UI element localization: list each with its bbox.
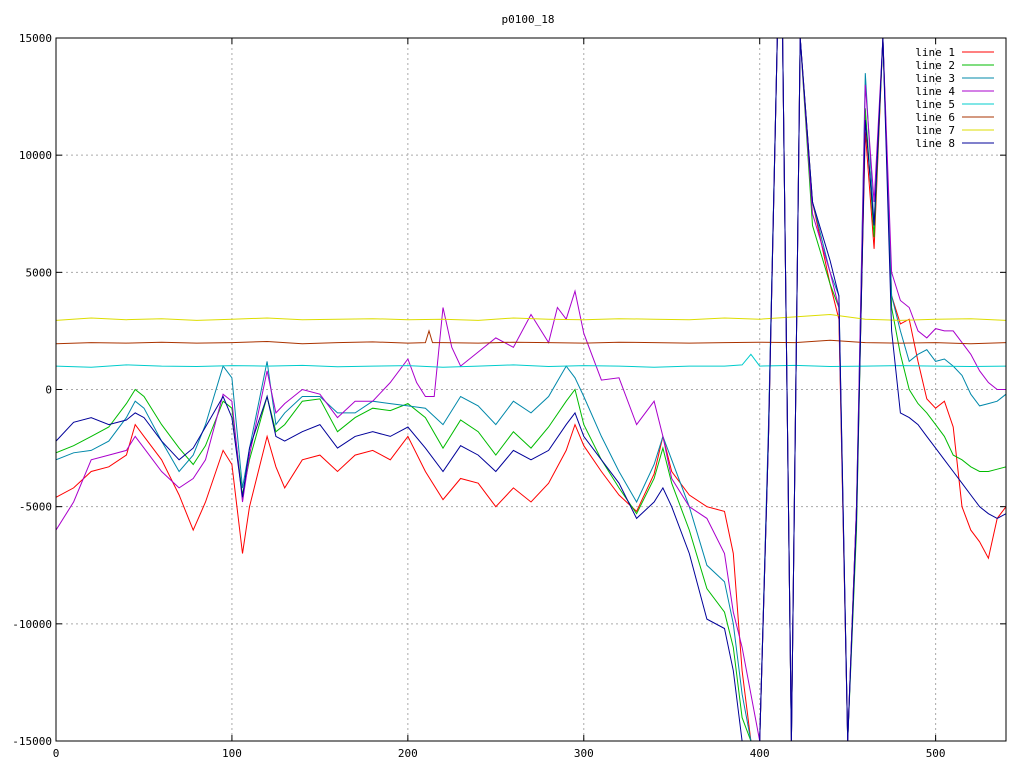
series-line-8 (56, 38, 1006, 741)
series-line-4 (56, 38, 1006, 741)
series-line-3 (56, 38, 1006, 741)
y-tick-label: 5000 (26, 266, 53, 279)
legend-label-5: line 5 (915, 98, 955, 111)
y-tick-label: 15000 (19, 32, 52, 45)
x-tick-label: 300 (574, 747, 594, 760)
plot-area (56, 38, 1006, 741)
series-line-7 (56, 313, 1006, 321)
series-line-5 (56, 353, 1006, 368)
x-tick-label: 400 (750, 747, 770, 760)
y-tick-label: 0 (45, 384, 52, 397)
legend-label-4: line 4 (915, 85, 955, 98)
legend-label-7: line 7 (915, 124, 955, 137)
y-tick-label: -5000 (19, 501, 52, 514)
legend-label-6: line 6 (915, 111, 955, 124)
x-tick-label: 500 (926, 747, 946, 760)
plot-border (55, 37, 1007, 742)
legend-label-2: line 2 (915, 59, 955, 72)
x-tick-label: 200 (398, 747, 418, 760)
axis-ticks: 0 100 200 300 400 500 -15000 -10000 -5000 0 5000 10… (12, 32, 1006, 760)
legend-label-3: line 3 (915, 72, 955, 85)
chart-title: p0100_18 (502, 13, 555, 26)
y-tick-label: -10000 (12, 618, 52, 631)
legend-label-8: line 8 (915, 137, 955, 150)
x-tick-label: 0 (53, 747, 60, 760)
x-tick-label: 100 (222, 747, 242, 760)
y-tick-label: -15000 (12, 735, 52, 748)
grid (56, 38, 1006, 741)
y-tick-label: 10000 (19, 149, 52, 162)
series-line-1 (56, 38, 1006, 741)
legend-label-1: line 1 (915, 46, 955, 59)
series-line-6 (56, 329, 1006, 345)
